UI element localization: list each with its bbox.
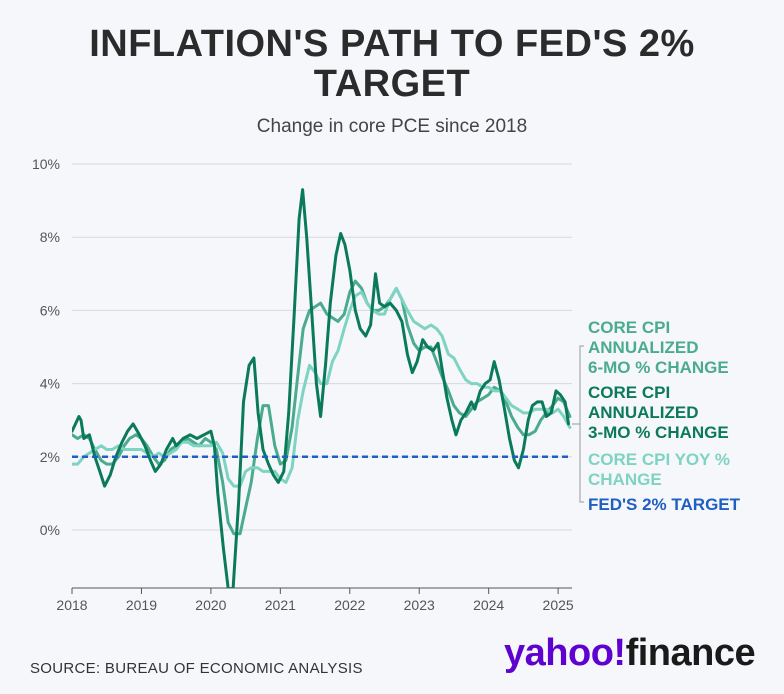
chart-title: INFLATION'S PATH TO FED'S 2% TARGET [0, 24, 784, 104]
series-line-0 [72, 279, 572, 536]
legend-label-2: CORE CPI YOY % CHANGE [588, 450, 730, 489]
chart-subtitle: Change in core PCE since 2018 [256, 116, 528, 137]
chart-title-line-1: INFLATION'S PATH TO FED'S 2% [89, 23, 695, 65]
y-tick-label: 8% [40, 229, 60, 245]
yahoo-finance-logo: yahoo!finance [504, 630, 756, 676]
x-tick-label: 2021 [265, 597, 296, 613]
x-tick-label: 2018 [56, 597, 87, 613]
y-tick-label: 4% [40, 376, 60, 392]
y-tick-label: 6% [40, 302, 60, 318]
legend-label-line: CORE CPI YOY % [588, 450, 730, 469]
legend-label-line: CORE CPI [588, 318, 670, 337]
legend-label-line: CORE CPI [588, 383, 670, 402]
legend-label-line: ANNUALIZED [588, 338, 699, 357]
legend-label-1: CORE CPI ANNUALIZED 3-MO % CHANGE [588, 383, 729, 442]
series-group [72, 188, 572, 588]
chart-title-line-2: TARGET [313, 63, 471, 105]
source-note: SOURCE: BUREAU OF ECONOMIC ANALYSIS [30, 660, 363, 677]
x-tick-label: 2023 [404, 597, 435, 613]
legend-label-line: CHANGE [588, 470, 662, 489]
y-tick-label: 10% [32, 156, 60, 172]
x-tick-label: 2019 [126, 597, 157, 613]
brand-finance: finance [625, 632, 756, 674]
x-tick-label: 2020 [195, 597, 226, 613]
brand-yahoo: yahoo! [504, 632, 626, 674]
x-tick-label: 2022 [334, 597, 365, 613]
y-tick-label: 2% [40, 449, 60, 465]
legend-label-0: CORE CPI ANNUALIZED 6-MO % CHANGE [588, 318, 729, 377]
x-tick-label: 2025 [543, 597, 574, 613]
legend-label-line: 3-MO % CHANGE [588, 423, 729, 442]
y-tick-label: 0% [40, 522, 60, 538]
legend-label-line: FED'S 2% TARGET [588, 495, 741, 514]
series-line-1 [72, 188, 570, 588]
legend-bracket [579, 345, 584, 503]
legend-label-3: FED'S 2% TARGET [588, 495, 741, 514]
x-tick-label: 2024 [473, 597, 504, 613]
legend-label-line: ANNUALIZED [588, 403, 699, 422]
legend-label-line: 6-MO % CHANGE [588, 358, 729, 377]
